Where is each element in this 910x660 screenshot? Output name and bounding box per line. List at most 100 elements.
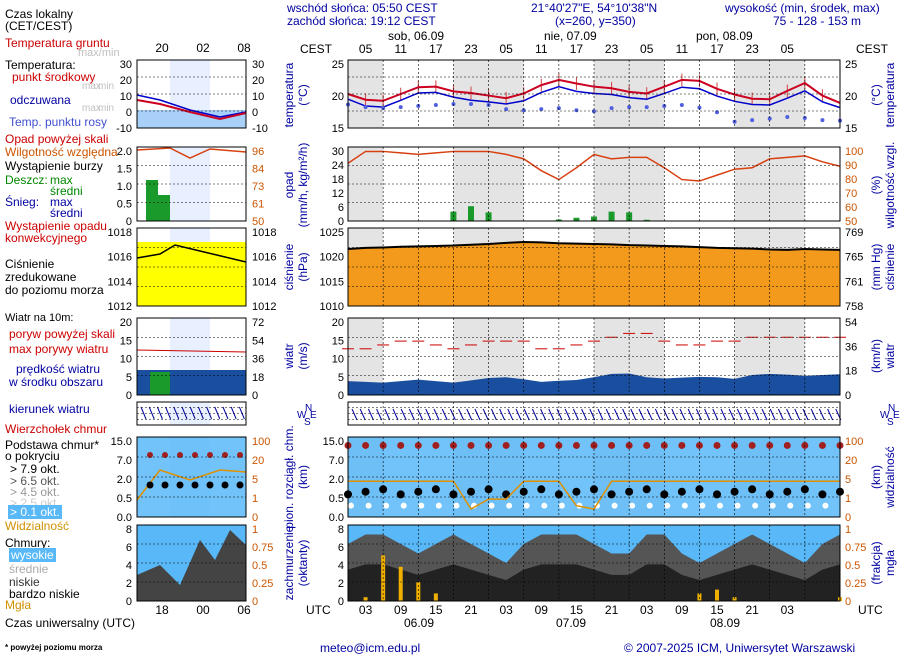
wind-arrow xyxy=(728,408,735,421)
mini-rain-bar xyxy=(146,180,158,221)
cloud-low-dot xyxy=(769,502,776,509)
fog-bar xyxy=(732,597,737,601)
wind-tick: 0 xyxy=(338,390,344,402)
humidity-axis-label: wilgotność wzgl. xyxy=(883,142,897,230)
mini-fog-tick: 0.5 xyxy=(252,560,267,572)
bottom-date-label: 08.09 xyxy=(710,616,740,630)
mini-wind-arrow xyxy=(148,406,155,420)
mid-point-label: punkt środkowy xyxy=(12,70,96,84)
temp-axis-label: temperatura xyxy=(282,62,296,127)
mini-temp-tick-r: 30 xyxy=(252,59,264,71)
top-day-label: nie, 07.09 xyxy=(544,29,597,43)
snow-max-label: max xyxy=(50,195,73,209)
pressure-line xyxy=(347,241,841,251)
bottom-date-label: 06.09 xyxy=(404,616,434,630)
top-hour-tick: 11 xyxy=(535,42,548,56)
cloud-base-dot xyxy=(519,487,528,496)
dew-point-dot xyxy=(715,110,719,115)
wind-arrow xyxy=(745,408,752,421)
cloud-low-dot xyxy=(435,502,442,509)
visibility-tick: 20 xyxy=(845,455,857,467)
mini-wind-arrow xyxy=(189,406,196,420)
wind-area xyxy=(348,373,840,395)
panel-border-precip xyxy=(347,146,841,222)
humidity-line xyxy=(347,150,841,182)
visibility-tick: 100 xyxy=(845,436,863,448)
dew-point-dot xyxy=(697,105,702,110)
precip-tick: 30 xyxy=(332,146,344,158)
fog-tick: 0 xyxy=(845,596,851,608)
cloud-base-dot xyxy=(713,490,721,499)
mini-cloud-base-dot xyxy=(206,481,214,489)
wind-arrow xyxy=(654,408,661,421)
mini-border-wind xyxy=(136,317,247,396)
wind-arrow xyxy=(671,408,678,421)
pressure-area xyxy=(348,242,840,306)
fog-axis-unit: (frakcja) xyxy=(869,541,883,584)
convective-label-2: konwekcyjnego xyxy=(5,231,88,245)
pressure-label-2: zredukowane xyxy=(5,270,77,284)
humidity-axis-unit: (%) xyxy=(869,176,883,195)
humidity-tick: 70 xyxy=(845,188,857,200)
mini-top-tick: 08 xyxy=(237,41,251,55)
visibility-label: Widzialność xyxy=(5,519,70,533)
cloud-low-dot xyxy=(734,502,741,509)
kmh-tick: 18 xyxy=(845,366,857,378)
cloud-base-label-2: o pokryciu xyxy=(5,449,60,463)
cloud-top-dot xyxy=(608,441,616,449)
wind-arrow xyxy=(810,408,817,421)
mini-cover-tick: 4 xyxy=(126,560,132,572)
cloud-low-dot xyxy=(523,502,530,509)
email-link[interactable]: meteo@icm.edu.pl xyxy=(320,641,421,655)
wind-arrow xyxy=(425,408,432,421)
wind-tick: 10 xyxy=(332,354,344,366)
mini-cloud-base-dot xyxy=(146,481,154,489)
dew-point-dot xyxy=(750,118,755,123)
mini-wind-arrow xyxy=(197,406,204,420)
soil-maxmin: max/min xyxy=(78,47,120,59)
mini-wind-tick: 0 xyxy=(126,390,132,402)
wind-arrow xyxy=(695,408,702,421)
wind-arrow xyxy=(827,408,834,421)
cloud-base-dot xyxy=(677,487,686,496)
cloud-top-dot xyxy=(678,441,686,449)
mmhg-axis-unit: (mm Hg) xyxy=(869,244,883,291)
mini-wind-arrow xyxy=(230,406,237,420)
dew-point-dot xyxy=(539,107,544,112)
mini-kmh-tick: 36 xyxy=(252,354,264,366)
wind-arrow xyxy=(392,408,399,421)
fog-bar xyxy=(715,589,719,601)
mini-temp-tick-r: 20 xyxy=(252,75,264,87)
mini-temp-tick: 0 xyxy=(126,107,132,119)
rain-label: Deszcz: xyxy=(5,173,48,187)
mini-humidity-line xyxy=(136,147,247,159)
wind-arrow xyxy=(613,408,620,421)
bottom-hour-tick: 03 xyxy=(781,603,795,617)
wind-arrow xyxy=(499,408,506,421)
precip-above-label: Opad powyżej skali xyxy=(5,132,109,146)
cover-tick: 0 xyxy=(338,596,344,608)
humidity-label: Wilgotność względna xyxy=(5,145,118,159)
dew-point-dot xyxy=(416,104,421,109)
wind-arrow xyxy=(400,408,407,421)
wind-arrow xyxy=(761,408,768,421)
cloud-tick: 15.0 xyxy=(323,436,344,448)
compass-s-r: S xyxy=(887,417,894,428)
storm-label: Wystąpienie burzy xyxy=(5,159,103,173)
top-hour-tick: 11 xyxy=(394,42,407,56)
mini-wind-arrow xyxy=(140,406,147,420)
top-hour-tick: 05 xyxy=(499,42,513,56)
wind-arrow xyxy=(490,408,497,421)
temp-axis-unit: (°C) xyxy=(296,84,310,105)
cover-axis-label: zachmurzenie xyxy=(282,525,296,600)
pressure-tick: 1010 xyxy=(320,301,344,313)
cloud-base-dot xyxy=(537,485,546,494)
mini-wind-tick: 20 xyxy=(120,317,132,329)
wind-area-label: w środku obszaru xyxy=(9,375,104,389)
local-time-zone: (CET/CEST) xyxy=(5,19,73,33)
fog-tick: 1 xyxy=(845,524,851,536)
utc-time-label: Czas uniwersalny (UTC) xyxy=(5,616,136,630)
cloud-top-dot xyxy=(643,441,651,449)
mini-fog-tick: 0.75 xyxy=(252,542,273,554)
top-hour-tick: 11 xyxy=(676,42,689,56)
